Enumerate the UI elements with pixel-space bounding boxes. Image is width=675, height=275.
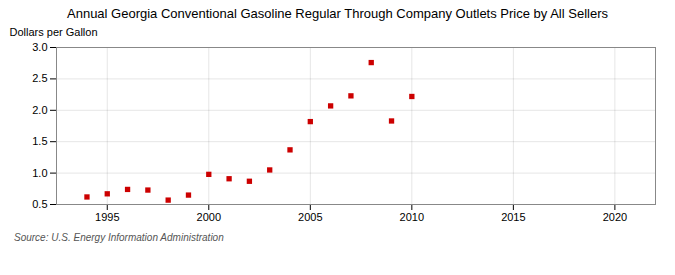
html-text:Source: U.S. Energy Informatio: Source: U.S. Energy Information Administ… <box>14 232 224 243</box>
svg-text:1.0: 1.0 <box>32 167 47 179</box>
svg-text:2.0: 2.0 <box>32 104 47 116</box>
svg-text:2010: 2010 <box>400 211 424 223</box>
svg-text:2005: 2005 <box>298 211 322 223</box>
svg-text:2015: 2015 <box>501 211 525 223</box>
svg-text:2.5: 2.5 <box>32 72 47 84</box>
svg-text:Dollars per Gallon: Dollars per Gallon <box>10 26 98 38</box>
svg-text:2000: 2000 <box>197 211 221 223</box>
html-text:Annual Georgia Conventional Ga: Annual Georgia Conventional Gasoline Reg… <box>67 6 608 21</box>
svg-text:1995: 1995 <box>95 211 119 223</box>
svg-text:1.5: 1.5 <box>32 135 47 147</box>
svg-text:0.5: 0.5 <box>32 198 47 210</box>
svg-text:3.0: 3.0 <box>32 41 47 53</box>
svg-text:2020: 2020 <box>603 211 627 223</box>
